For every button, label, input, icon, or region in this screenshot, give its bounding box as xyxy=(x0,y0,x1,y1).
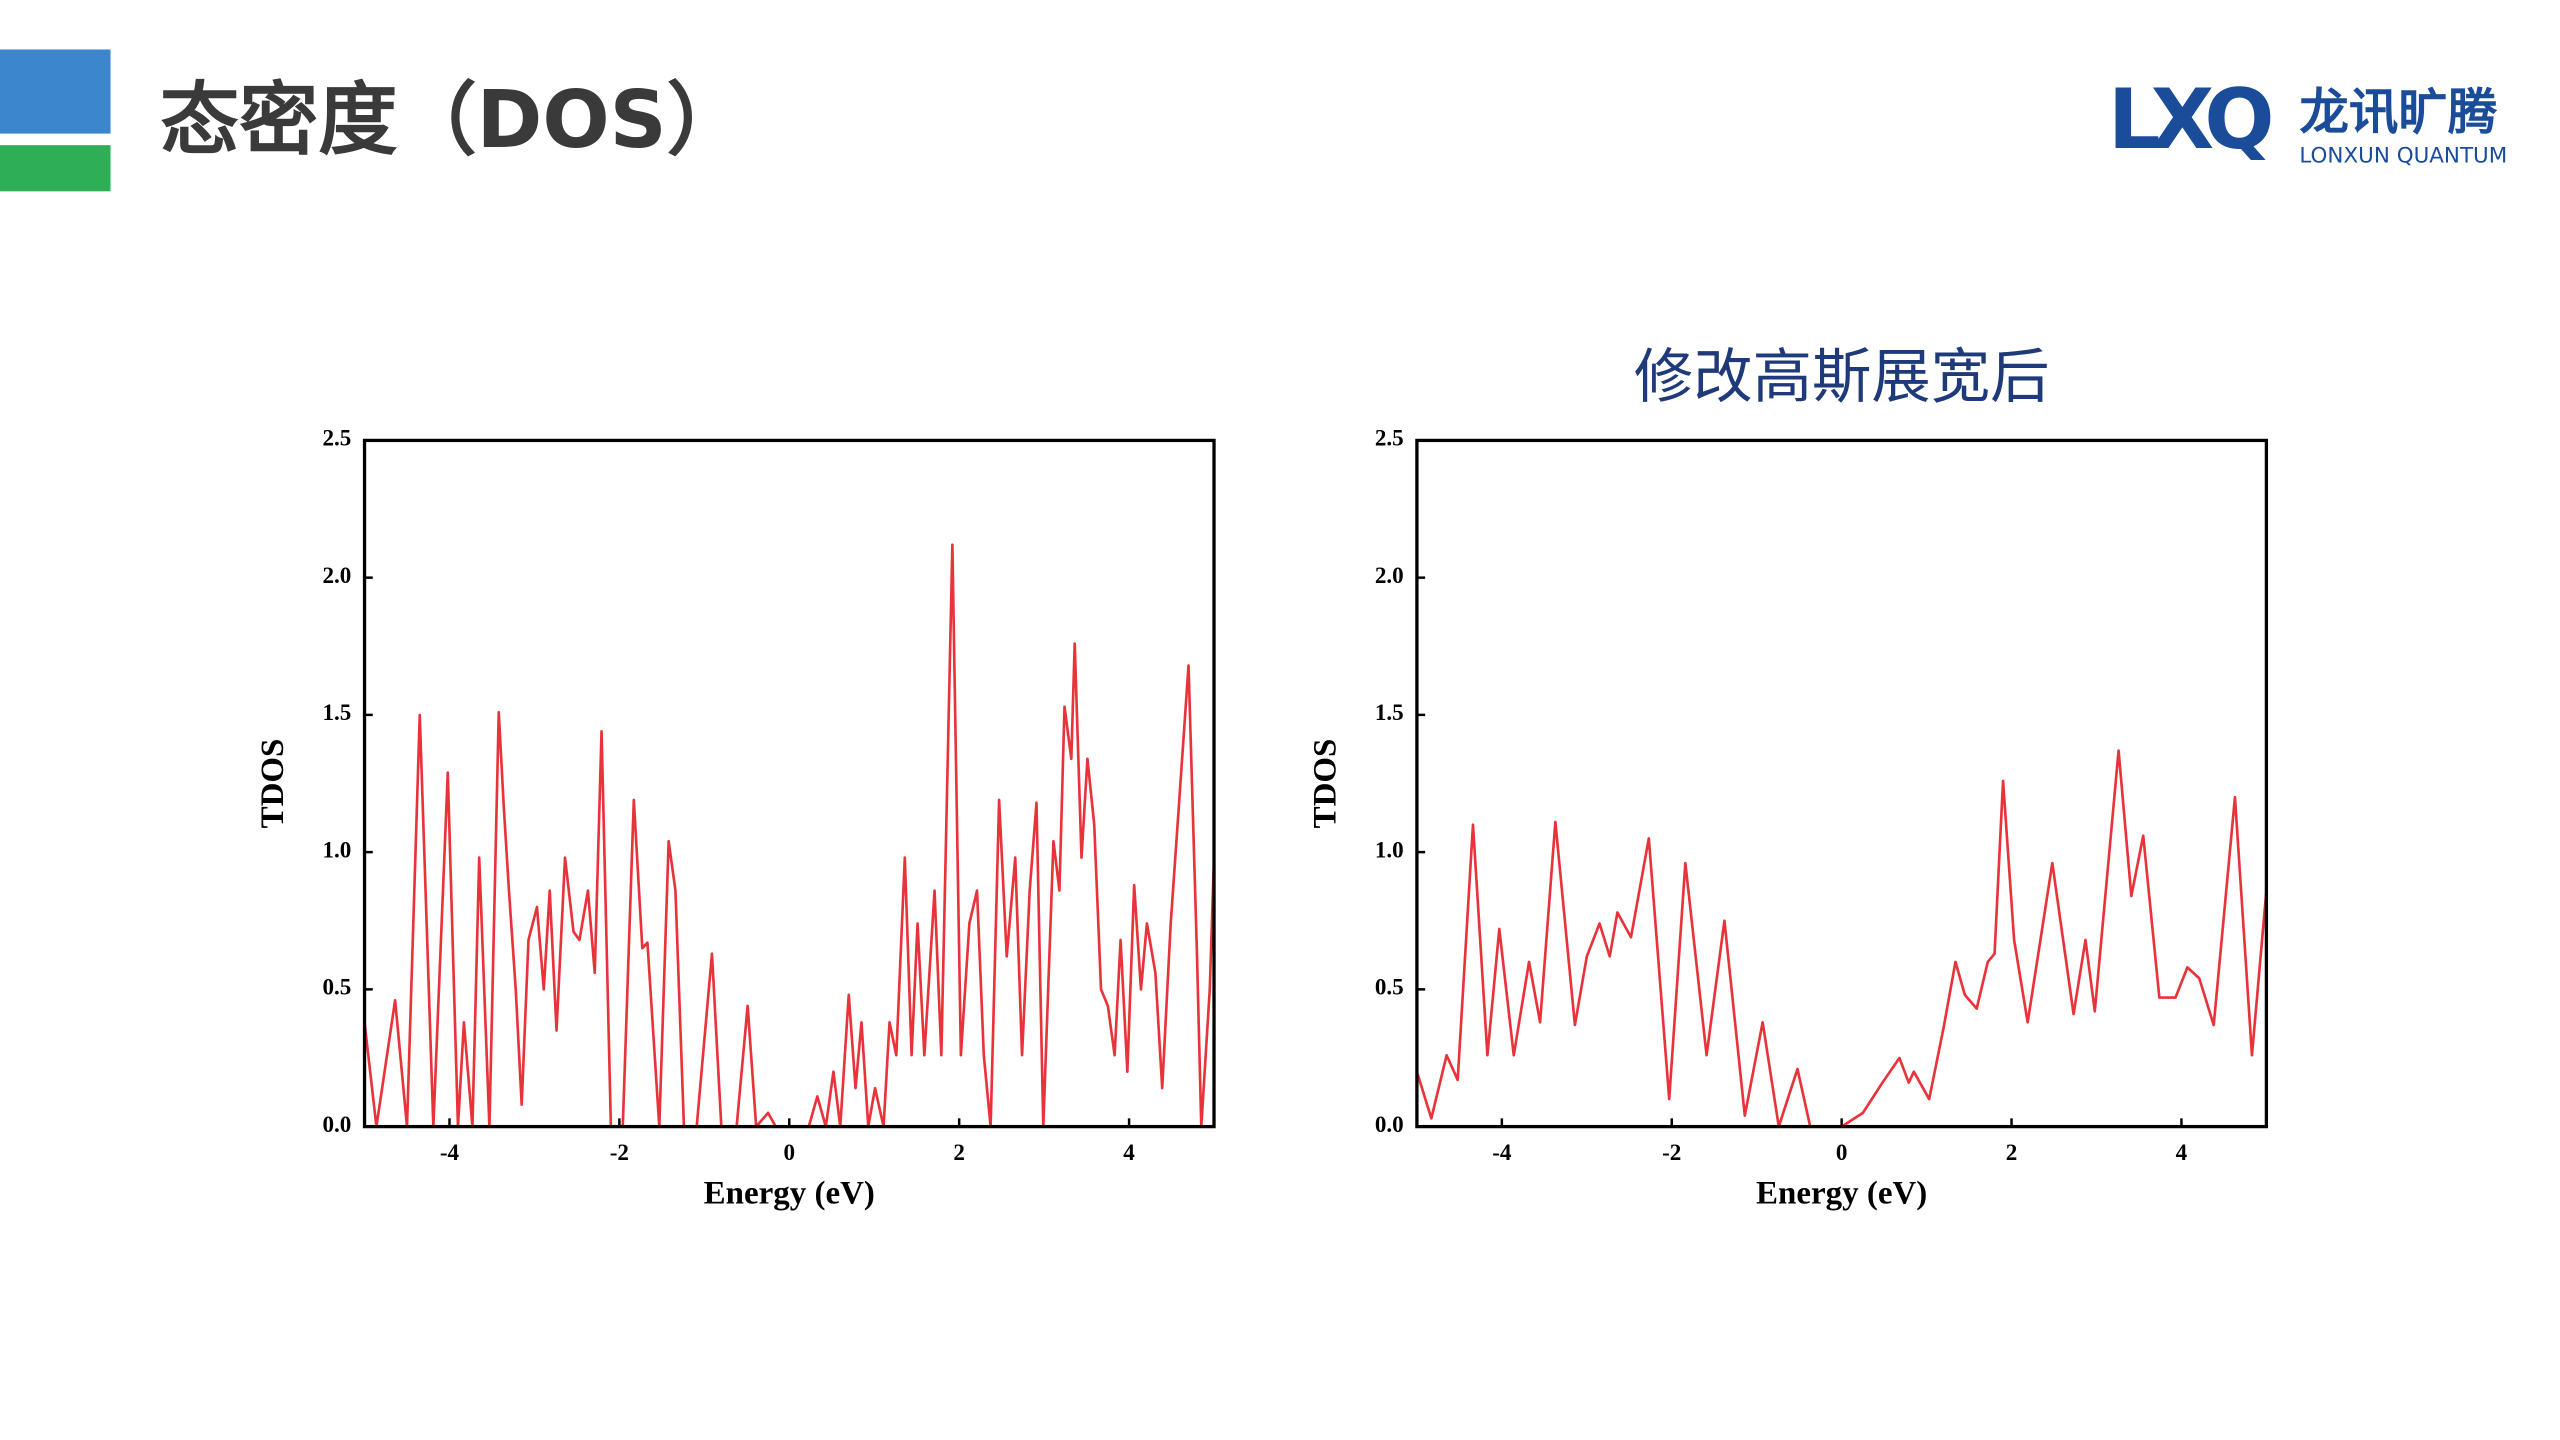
dos-line xyxy=(1415,749,2268,1128)
y-tick-label: 1.0 xyxy=(322,836,351,862)
y-tick-label: 0.5 xyxy=(1375,974,1404,1000)
y-tick-label: 0.0 xyxy=(1375,1111,1404,1137)
header-bar-green xyxy=(0,145,111,192)
y-tick-label: 2.0 xyxy=(322,562,351,588)
y-tick-label: 2.0 xyxy=(1375,562,1404,588)
x-tick-label: -2 xyxy=(610,1139,629,1165)
y-tick-label: 0.0 xyxy=(322,1111,351,1137)
y-tick-label: 1.5 xyxy=(322,699,351,725)
y-tick-label: 1.0 xyxy=(1375,836,1404,862)
x-tick-label: -4 xyxy=(440,1139,460,1165)
y-tick-label: 2.5 xyxy=(1375,425,1404,451)
x-axis-label: Energy (eV) xyxy=(704,1175,875,1211)
x-tick-label: 2 xyxy=(953,1139,965,1165)
y-axis-label: TDOS xyxy=(255,739,291,829)
logo-mark: LXQ xyxy=(2108,72,2270,168)
chart-title: 修改高斯展宽后 xyxy=(1634,343,2050,412)
x-tick-label: -4 xyxy=(1492,1139,1512,1165)
y-axis-label: TDOS xyxy=(1307,739,1343,829)
x-tick-label: 0 xyxy=(1836,1139,1848,1165)
x-axis-label: Energy (eV) xyxy=(1756,1175,1927,1211)
plot-frame xyxy=(362,438,1216,1129)
plot-frame xyxy=(1415,438,2269,1129)
dos-line xyxy=(363,543,1216,1128)
logo-name: 龙讯旷腾 xyxy=(2299,83,2497,141)
slide-title: 态密度（DOS） xyxy=(160,74,746,166)
x-tick-label: 4 xyxy=(1123,1139,1135,1165)
logo-subtitle: LONXUN QUANTUM xyxy=(2299,144,2507,169)
y-tick-label: 0.5 xyxy=(322,974,351,1000)
x-tick-label: 0 xyxy=(784,1139,796,1165)
header-bar-blue xyxy=(0,49,111,134)
x-tick-label: -2 xyxy=(1662,1139,1681,1165)
y-tick-label: 1.5 xyxy=(1375,699,1404,725)
x-tick-label: 4 xyxy=(2176,1139,2188,1165)
x-tick-label: 2 xyxy=(2006,1139,2018,1165)
y-tick-label: 2.5 xyxy=(322,425,351,451)
